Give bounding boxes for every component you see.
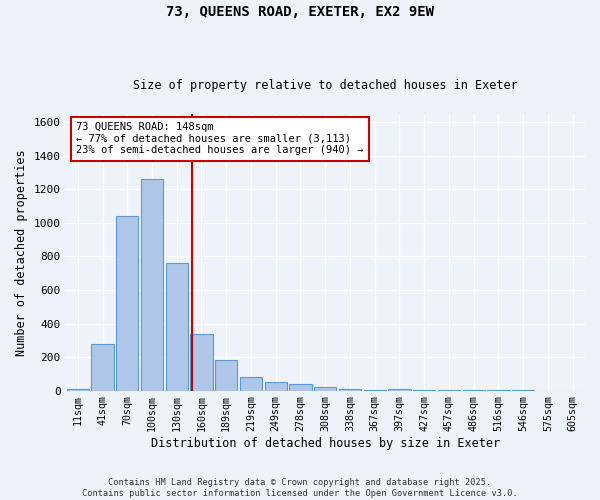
Bar	[314, 386, 337, 390]
Bar	[91, 344, 113, 390]
Bar	[339, 389, 361, 390]
Bar	[116, 216, 139, 390]
Bar	[190, 334, 212, 390]
Bar	[215, 360, 238, 390]
Bar	[388, 389, 410, 390]
Bar	[141, 180, 163, 390]
Text: Contains HM Land Registry data © Crown copyright and database right 2025.
Contai: Contains HM Land Registry data © Crown c…	[82, 478, 518, 498]
Text: 73, QUEENS ROAD, EXETER, EX2 9EW: 73, QUEENS ROAD, EXETER, EX2 9EW	[166, 5, 434, 19]
X-axis label: Distribution of detached houses by size in Exeter: Distribution of detached houses by size …	[151, 437, 500, 450]
Bar	[289, 384, 311, 390]
Bar	[67, 389, 89, 390]
Bar	[240, 377, 262, 390]
Bar	[166, 263, 188, 390]
Text: 73 QUEENS ROAD: 148sqm
← 77% of detached houses are smaller (3,113)
23% of semi-: 73 QUEENS ROAD: 148sqm ← 77% of detached…	[76, 122, 364, 156]
Title: Size of property relative to detached houses in Exeter: Size of property relative to detached ho…	[133, 79, 518, 92]
Bar	[265, 382, 287, 390]
Y-axis label: Number of detached properties: Number of detached properties	[15, 149, 28, 356]
